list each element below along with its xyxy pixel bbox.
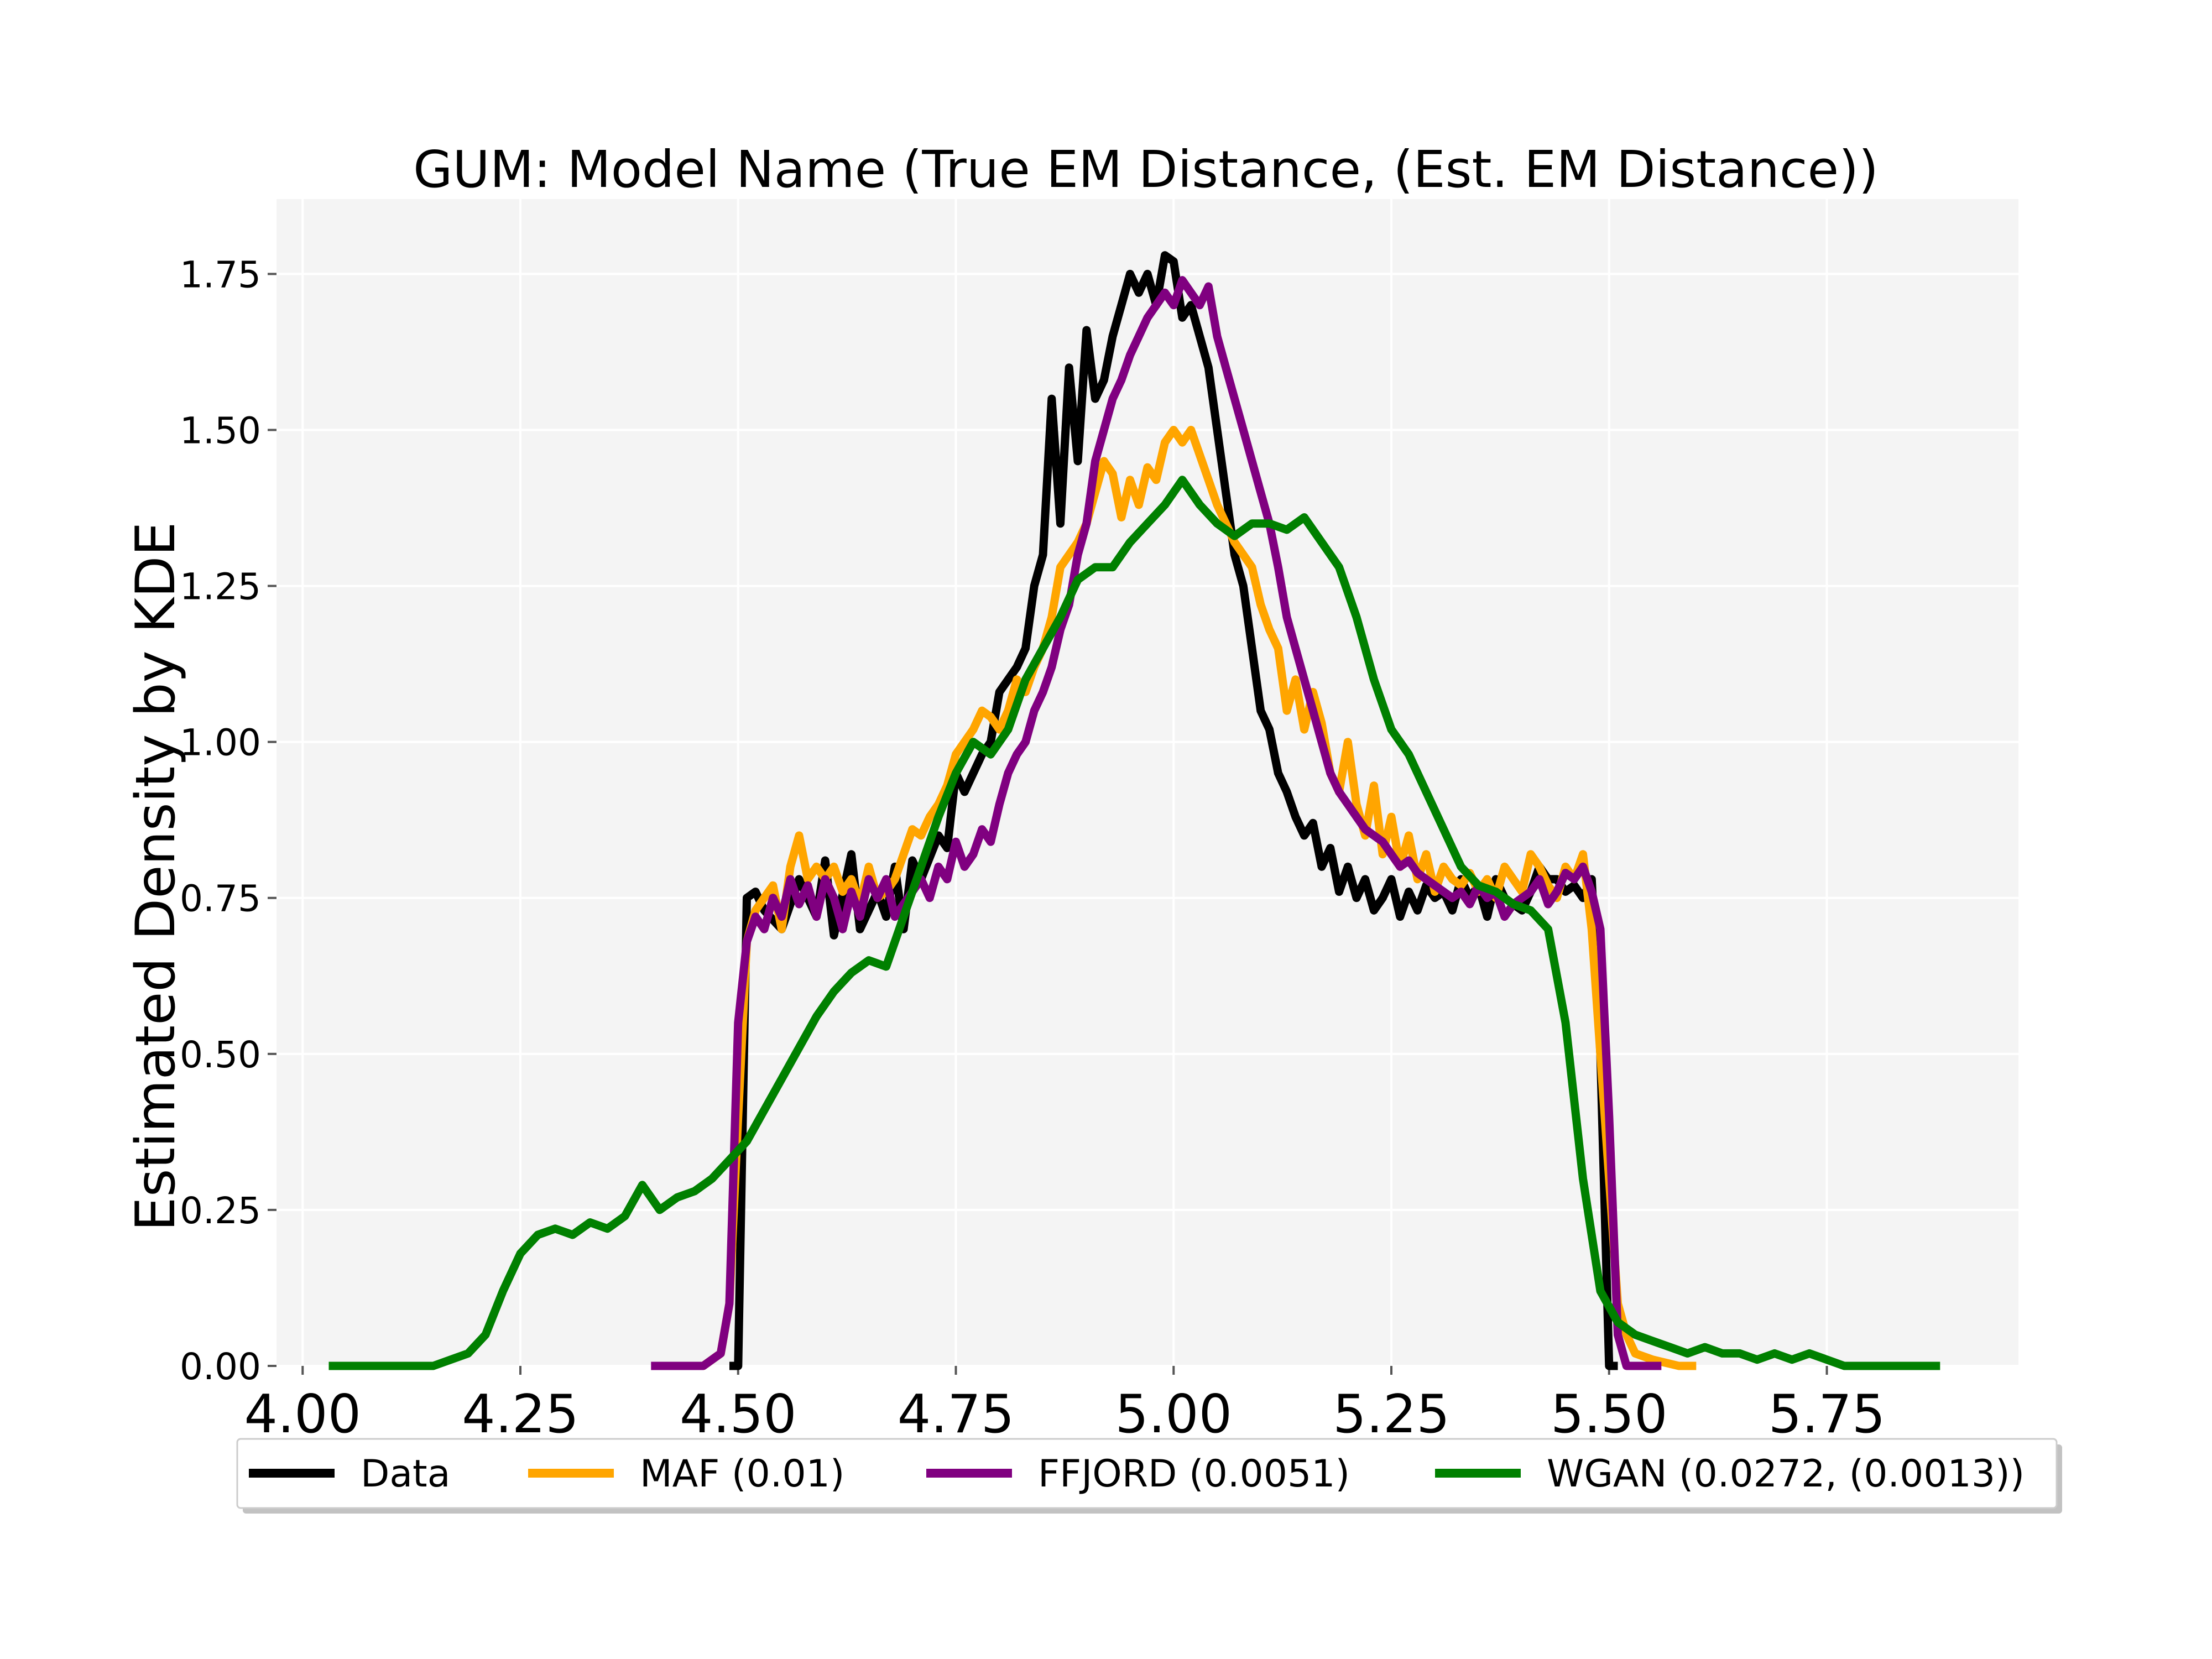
y-tick-label: 0.50 bbox=[180, 1034, 261, 1076]
grid-lines bbox=[276, 199, 2018, 1367]
y-tick-label: 1.00 bbox=[180, 722, 261, 764]
legend-label-data: Data bbox=[361, 1452, 450, 1496]
series-line-wgan bbox=[328, 476, 1940, 1370]
y-tick-label: 1.75 bbox=[180, 253, 261, 296]
x-tick-label: 4.50 bbox=[680, 1384, 797, 1445]
x-tick-label: 5.50 bbox=[1551, 1384, 1668, 1445]
y-tick-label: 1.25 bbox=[180, 566, 261, 608]
y-axis-label: Estimated Density by KDE bbox=[124, 522, 187, 1232]
x-tick-label: 5.00 bbox=[1115, 1384, 1232, 1445]
y-axis-ticks: 0.00 0.25 0.50 0.75 1.00 1.25 1.50 1.75 bbox=[180, 253, 276, 1388]
x-tick-label: 4.00 bbox=[244, 1384, 361, 1445]
y-tick-label: 0.25 bbox=[180, 1190, 261, 1232]
x-tick-label: 5.25 bbox=[1333, 1384, 1450, 1445]
legend: Data MAF (0.01) FFJORD (0.0051) WGAN (0.027… bbox=[236, 1438, 2062, 1514]
legend-label-maf: MAF (0.01) bbox=[640, 1452, 844, 1496]
chart-title: GUM: Model Name (True EM Distance, (Est.… bbox=[413, 140, 1879, 199]
x-tick-label: 5.75 bbox=[1768, 1384, 1886, 1445]
x-axis-ticks: 4.00 4.25 4.50 4.75 5.00 5.25 5.50 5.75 bbox=[244, 1366, 1885, 1445]
y-tick-label: 0.00 bbox=[180, 1345, 261, 1388]
plot-area bbox=[276, 199, 2018, 1366]
x-tick-label: 4.25 bbox=[462, 1384, 579, 1445]
legend-label-ffjord: FFJORD (0.0051) bbox=[1038, 1452, 1350, 1496]
y-tick-label: 0.75 bbox=[180, 878, 261, 920]
y-tick-label: 1.50 bbox=[180, 409, 261, 452]
series-lines bbox=[328, 251, 1940, 1370]
x-tick-label: 4.75 bbox=[898, 1384, 1015, 1445]
legend-box bbox=[236, 1438, 2058, 1509]
legend-items: Data MAF (0.01) FFJORD (0.0051) WGAN (0.027… bbox=[249, 1452, 2025, 1496]
legend-label-wgan: WGAN (0.0272, (0.0013)) bbox=[1547, 1452, 2025, 1496]
